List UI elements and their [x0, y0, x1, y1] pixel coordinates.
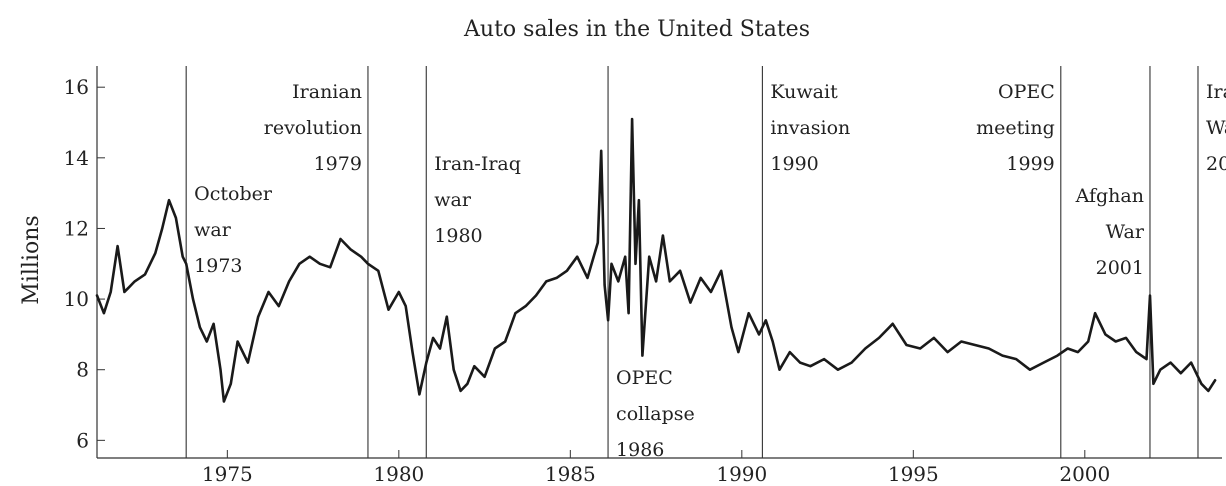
event-label: war: [434, 189, 472, 211]
event-label: 1999: [1006, 153, 1054, 175]
y-tick-label: 16: [64, 75, 89, 99]
event-label: 2003: [1206, 153, 1226, 175]
event-label: Iranian: [292, 81, 362, 103]
event-label: Afghan: [1075, 185, 1144, 207]
event-label: War: [1206, 117, 1226, 139]
event-label: 1979: [314, 153, 362, 175]
y-tick-label: 6: [76, 428, 89, 452]
x-tick-label: 1990: [716, 462, 767, 486]
event-label: Iraq: [1206, 81, 1226, 103]
event-label: OPEC: [998, 81, 1055, 103]
x-tick-label: 2000: [1059, 462, 1110, 486]
chart-title: Auto sales in the United States: [463, 17, 810, 42]
event-label: 2001: [1096, 257, 1144, 279]
x-tick-label: 1975: [202, 462, 253, 486]
event-label: 1986: [616, 439, 664, 461]
y-axis-label: Millions: [19, 215, 44, 304]
event-label: invasion: [770, 117, 850, 139]
event-label: Kuwait: [770, 81, 838, 103]
event-label: 1990: [770, 153, 818, 175]
event-label: war: [194, 219, 232, 241]
event-label: collapse: [616, 403, 695, 425]
event-label: 1973: [194, 255, 242, 277]
x-tick-label: 1980: [373, 462, 424, 486]
event-label: War: [1106, 221, 1145, 243]
x-tick-label: 1985: [545, 462, 596, 486]
event-label: revolution: [264, 117, 362, 139]
event-label: Iran-Iraq: [434, 153, 521, 175]
event-label: OPEC: [616, 367, 673, 389]
y-tick-label: 12: [64, 216, 89, 240]
event-label: 1980: [434, 225, 482, 247]
y-tick-label: 10: [64, 287, 89, 311]
x-tick-label: 1995: [888, 462, 939, 486]
y-tick-label: 8: [76, 358, 89, 382]
event-markers: October war 1973 Iranian revolution 1979 Iran-…: [186, 66, 1226, 461]
event-label: October: [194, 183, 273, 205]
y-tick-label: 14: [64, 146, 89, 170]
event-label: meeting: [976, 117, 1055, 139]
